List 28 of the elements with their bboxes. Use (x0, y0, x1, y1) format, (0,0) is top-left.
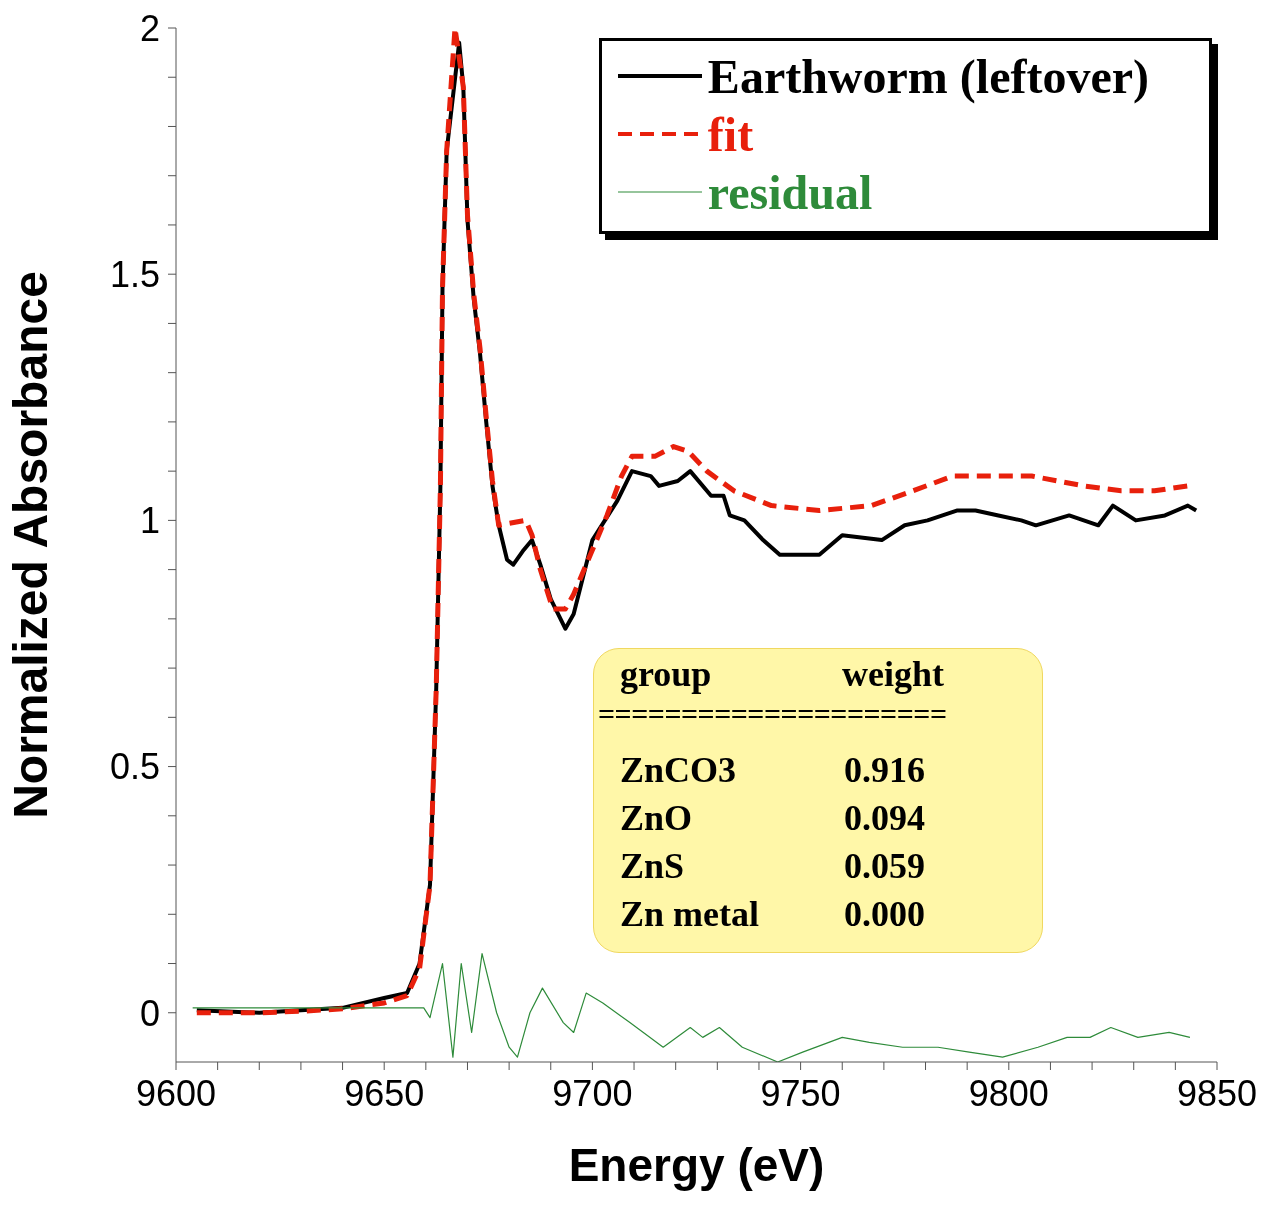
annotation: 0.000 (844, 893, 925, 935)
y-tick-label: 0 (139, 992, 160, 1034)
annotation: Zn metal (620, 893, 759, 935)
x-axis-title: Energy (eV) (568, 1139, 825, 1191)
x-tick-label: 9700 (552, 1072, 633, 1114)
y-tick-label: 2 (139, 7, 160, 49)
y-tick-label: 0.5 (109, 746, 160, 788)
y-tick-label: 1.5 (109, 253, 160, 295)
x-tick-label: 9750 (760, 1072, 841, 1114)
legend-label: residual (707, 164, 873, 220)
x-tick-label: 9800 (968, 1072, 1049, 1114)
annotation: ZnO (620, 797, 693, 839)
annotation: group (620, 653, 712, 695)
annotation: 0.059 (844, 845, 925, 887)
legend-label: fit (707, 106, 754, 162)
y-axis-title: Normalized Absorbance (4, 271, 58, 819)
annotation: 0.916 (844, 749, 925, 791)
annotation: 0.094 (844, 797, 925, 839)
annotation: ===================== (598, 697, 947, 731)
annotation: weight (842, 653, 944, 695)
x-tick-label: 9850 (1176, 1072, 1258, 1114)
x-tick-label: 9600 (135, 1072, 217, 1114)
annotation: ZnCO3 (620, 749, 737, 791)
y-tick-label: 1 (139, 500, 160, 542)
line-series (192, 953, 1191, 1062)
annotation: ZnS (620, 845, 685, 887)
legend-label: Earthworm (leftover) (707, 48, 1149, 104)
x-tick-label: 9650 (344, 1072, 425, 1114)
